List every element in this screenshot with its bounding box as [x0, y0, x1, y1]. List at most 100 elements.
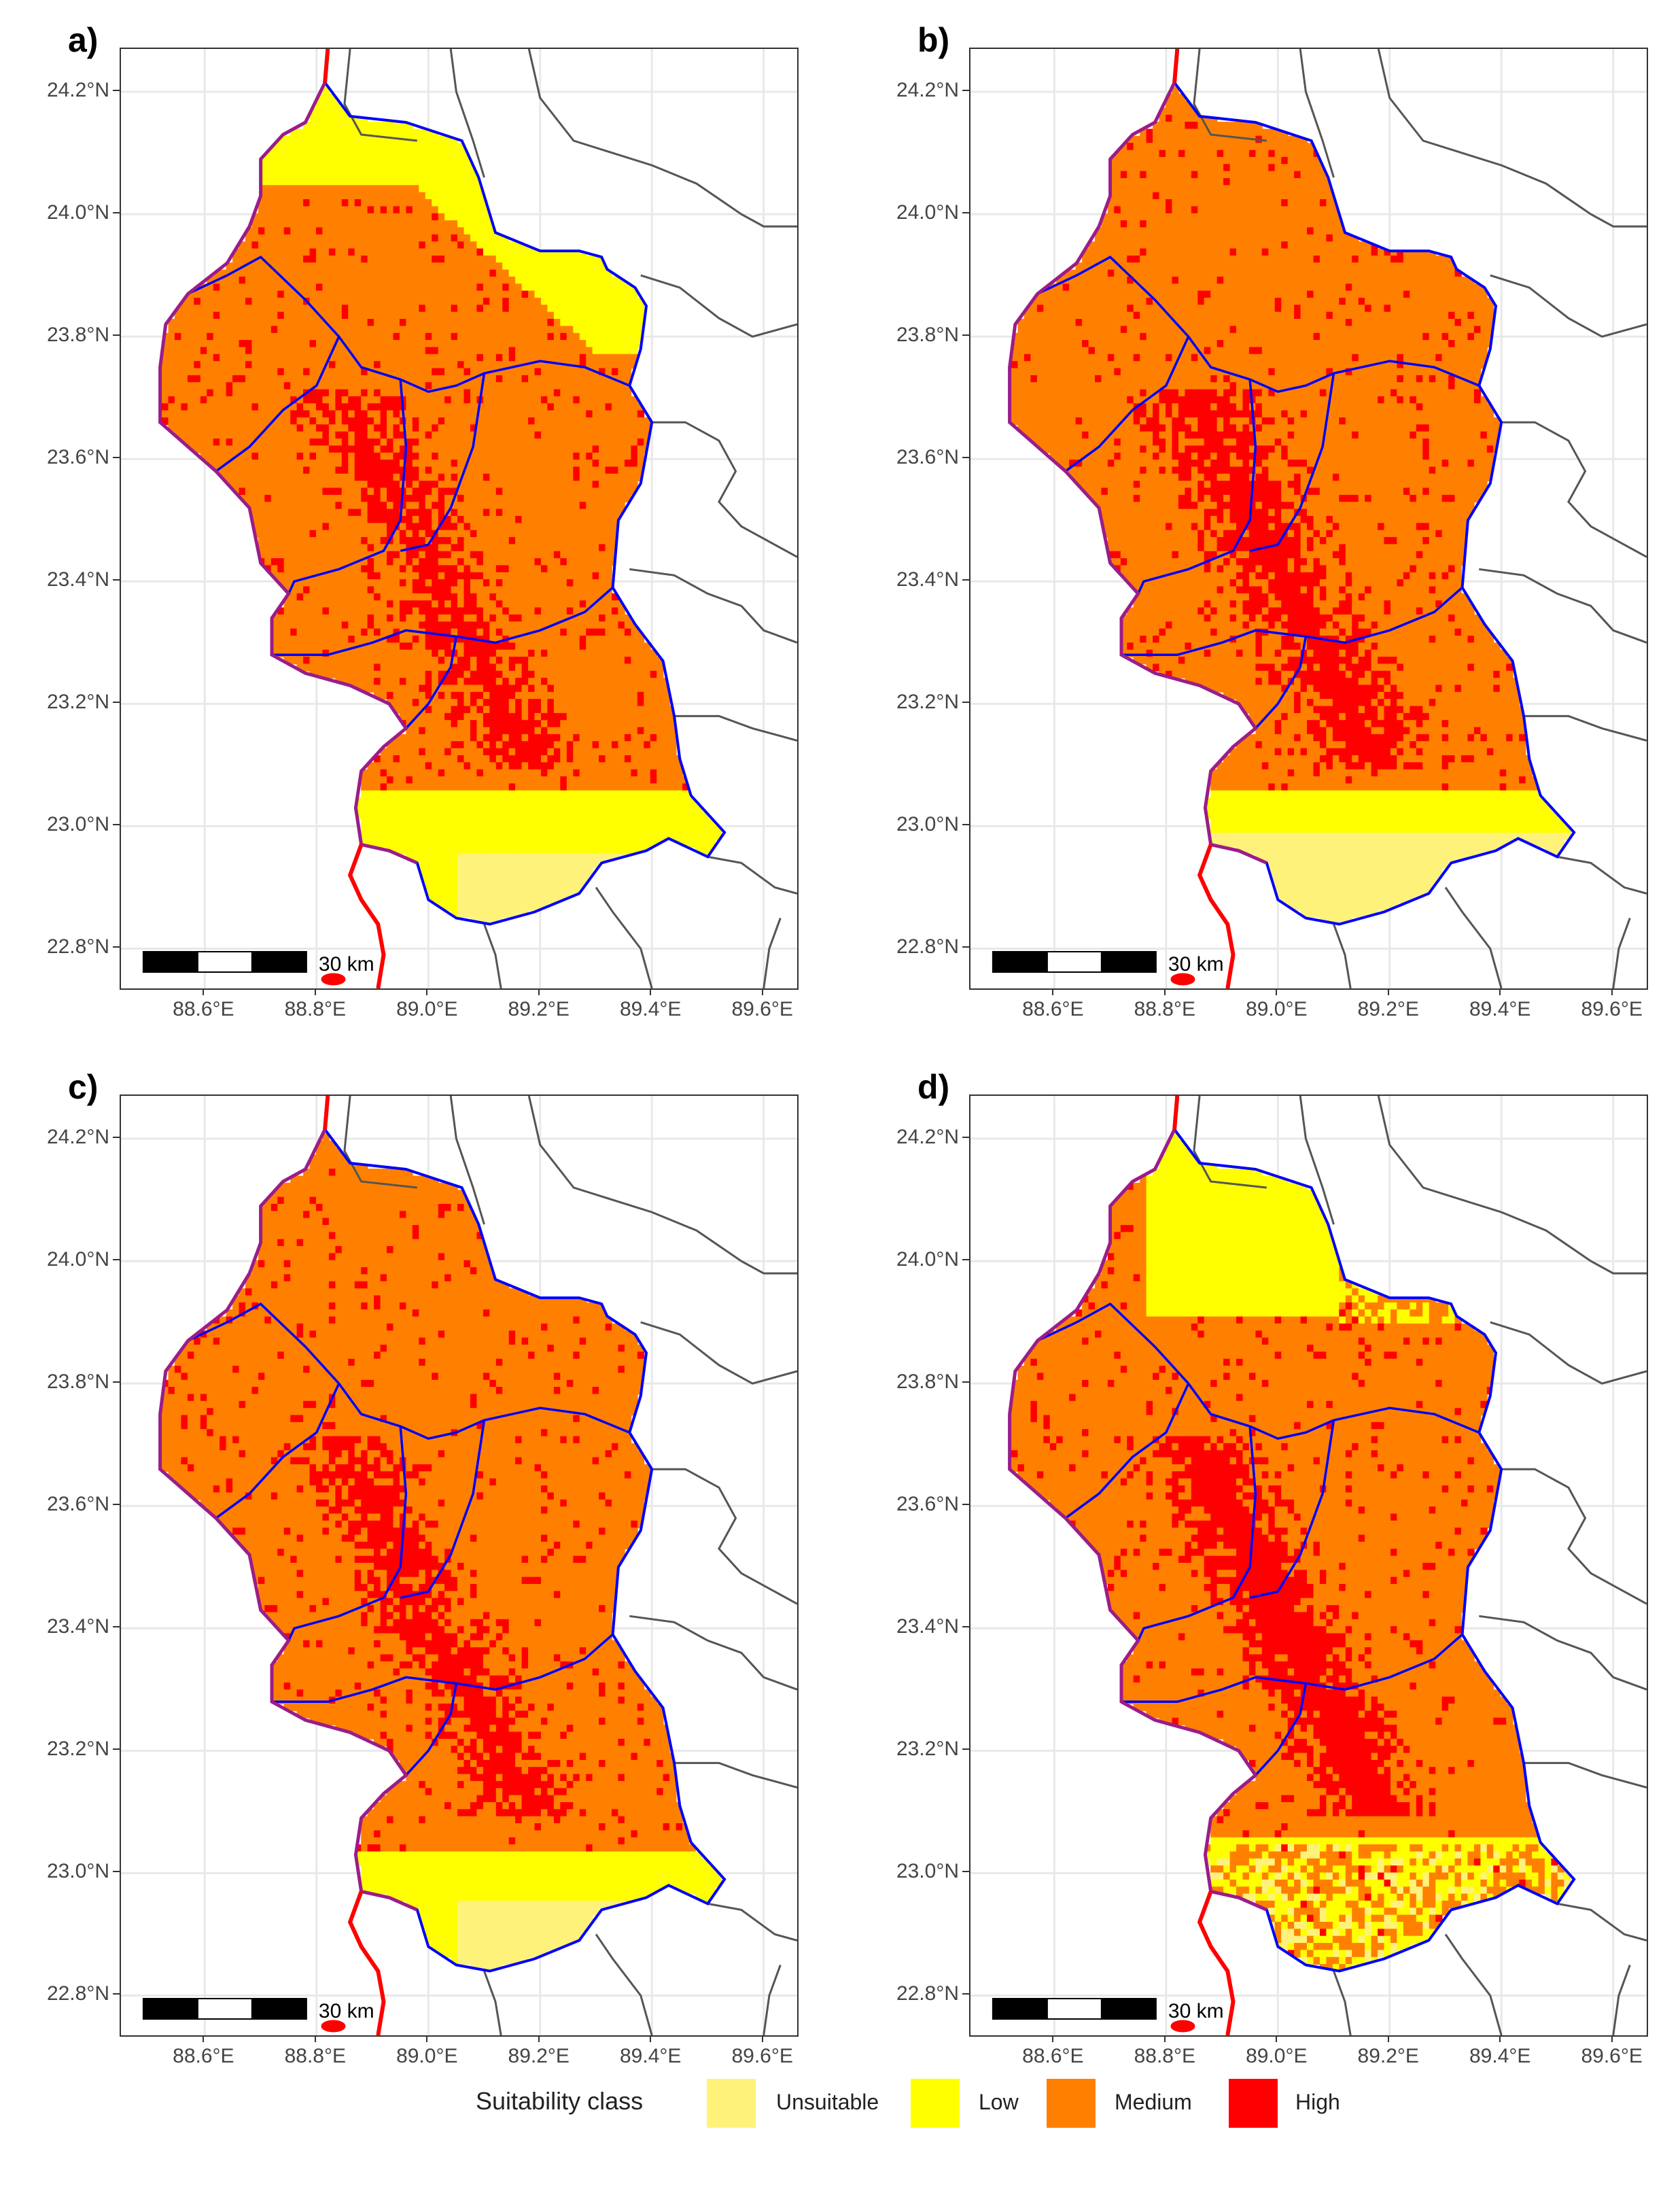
lon-tick-mark: [203, 988, 205, 995]
raster-cell: [296, 332, 304, 341]
raster-cell: [515, 699, 523, 707]
raster-cell: [444, 452, 452, 460]
raster-cell: [451, 192, 458, 200]
raster-cell: [380, 283, 387, 292]
raster-cell: [380, 156, 387, 165]
raster-cell: [489, 642, 497, 651]
raster-cell: [515, 283, 523, 292]
raster-cell: [341, 621, 349, 629]
raster-cell: [534, 558, 542, 566]
raster-cell: [309, 628, 317, 636]
raster-cell: [406, 691, 413, 700]
raster-cell: [612, 621, 619, 629]
raster-cell: [303, 466, 311, 475]
raster-cell: [399, 642, 407, 651]
raster-cell: [566, 396, 574, 404]
raster-cell: [586, 424, 593, 432]
raster-cell: [277, 375, 285, 383]
raster-cell: [502, 403, 510, 411]
raster-cell: [251, 466, 259, 475]
raster-cell: [489, 607, 497, 615]
raster-cell: [303, 122, 311, 130]
raster-cell: [534, 586, 542, 594]
raster-cell: [451, 699, 458, 707]
raster-cell: [283, 452, 291, 460]
raster-cell: [566, 621, 574, 629]
raster-cell: [341, 213, 349, 221]
raster-cell: [393, 213, 400, 221]
raster-cell: [194, 445, 201, 453]
raster-cell: [354, 600, 362, 608]
raster-cell: [495, 353, 504, 362]
raster-cell: [412, 283, 420, 292]
raster-cell: [335, 544, 343, 552]
raster-cell: [425, 150, 432, 158]
lon-tick-mark: [761, 988, 763, 995]
raster-cell: [476, 283, 484, 292]
raster-cell: [592, 298, 599, 306]
raster-cell: [419, 473, 426, 481]
raster-cell: [592, 340, 599, 348]
raster-cell: [277, 135, 285, 143]
raster-cell: [316, 368, 323, 376]
raster-cell: [303, 396, 311, 404]
raster-cell: [380, 319, 387, 327]
raster-cell: [521, 572, 529, 580]
raster-cell: [489, 600, 497, 608]
raster-cell: [348, 544, 355, 552]
raster-cell: [258, 213, 266, 221]
raster-cell: [393, 579, 400, 587]
raster-cell: [264, 544, 272, 552]
raster-cell: [361, 382, 368, 390]
raster-cell: [432, 340, 439, 348]
raster-cell: [168, 326, 175, 334]
raster-cell: [328, 171, 336, 179]
raster-cell: [290, 298, 298, 306]
raster-cell: [644, 685, 651, 693]
raster-cell: [399, 657, 407, 665]
raster-cell: [335, 460, 343, 468]
raster-cell: [387, 185, 394, 193]
raster-cell: [521, 269, 529, 277]
raster-cell: [502, 663, 510, 672]
raster-cell: [605, 720, 612, 728]
lat-tick-label: 23.4°N: [28, 568, 109, 591]
raster-cell: [393, 347, 400, 355]
raster-cell: [393, 586, 400, 594]
raster-cell: [457, 375, 465, 383]
raster-cell: [528, 473, 536, 481]
raster-cell: [586, 417, 593, 426]
raster-cell: [560, 523, 567, 531]
raster-cell: [341, 319, 349, 327]
raster-cell: [631, 481, 638, 489]
raster-cell: [251, 241, 259, 249]
raster-cell: [232, 445, 240, 453]
raster-cell: [502, 593, 510, 601]
raster-cell: [367, 544, 374, 552]
raster-cell: [483, 424, 491, 432]
raster-cell: [296, 431, 304, 439]
raster-cell: [502, 691, 510, 700]
raster-cell: [451, 530, 458, 538]
raster-cell: [239, 353, 246, 362]
raster-cell: [296, 319, 304, 327]
raster-cell: [553, 734, 561, 742]
raster-cell: [425, 143, 432, 151]
raster-cell: [631, 649, 638, 657]
raster-cell: [283, 311, 291, 320]
raster-cell: [502, 614, 510, 623]
raster-cell: [508, 523, 516, 531]
raster-cell: [316, 473, 323, 481]
raster-cell: [220, 347, 227, 355]
lat-tick-label: 23.0°N: [28, 813, 109, 836]
raster-cell: [309, 128, 317, 137]
raster-cell: [354, 262, 362, 271]
raster-cell: [592, 417, 599, 426]
raster-cell: [367, 466, 374, 475]
raster-cell: [309, 424, 317, 432]
raster-cell: [380, 663, 387, 672]
raster-cell: [463, 530, 471, 538]
raster-cell: [316, 199, 323, 207]
raster-cell: [605, 332, 612, 341]
raster-cell: [444, 199, 452, 207]
